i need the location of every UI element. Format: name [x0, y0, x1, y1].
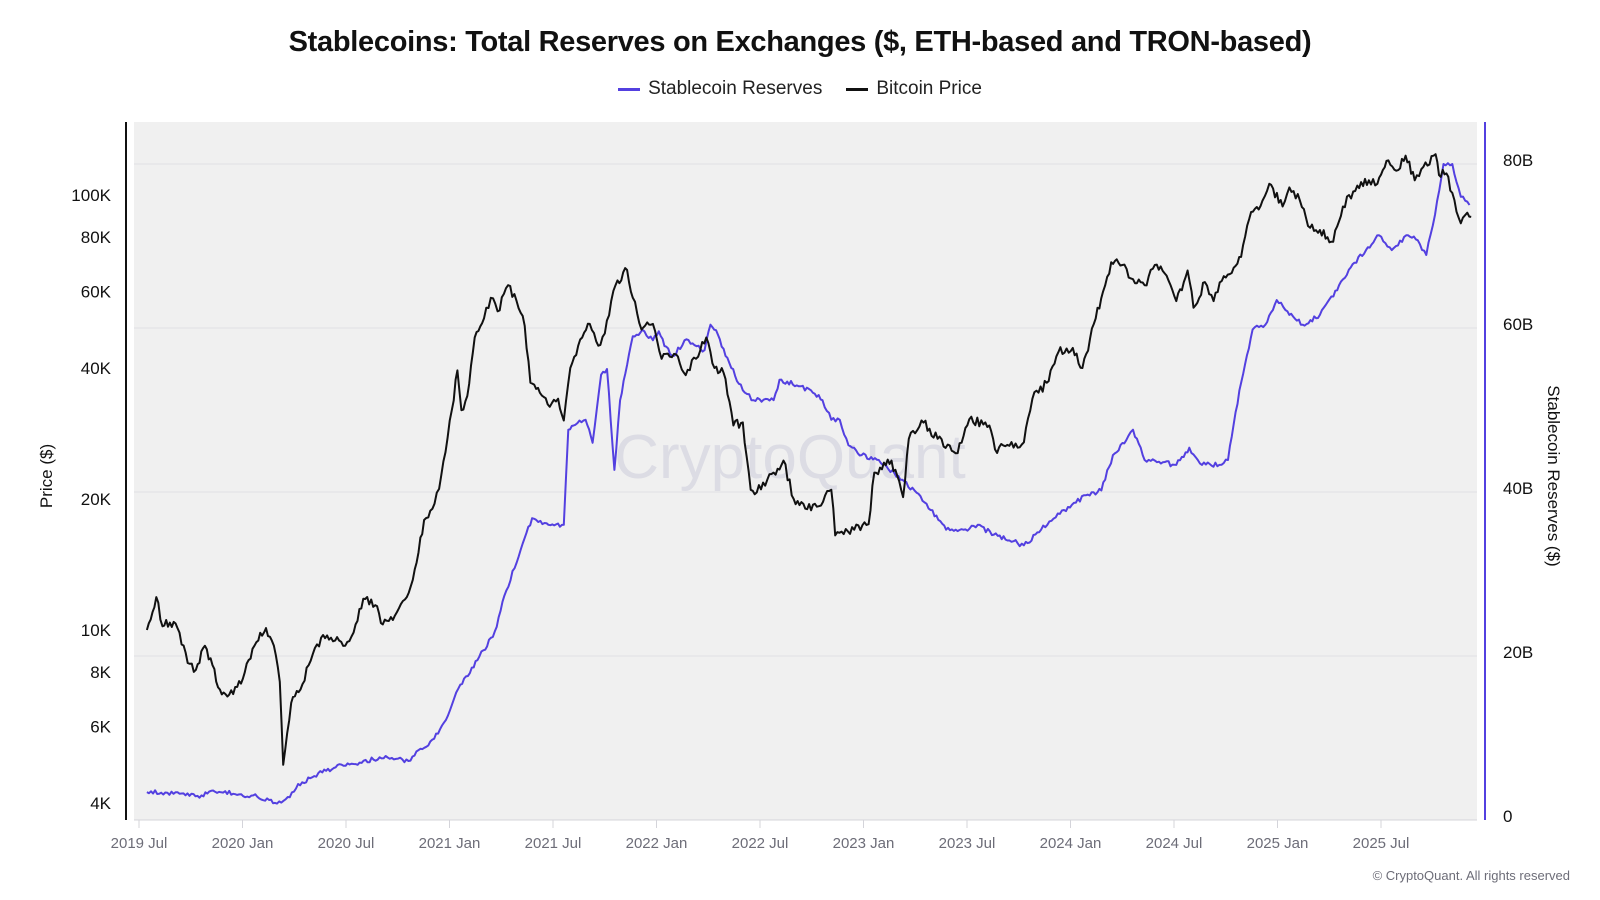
- left-axis-label: Price ($): [37, 444, 56, 508]
- x-axis-ticks: 2019 Jul 2020 Jan 2020 Jul 2021 Jan 2021 Jul…: [111, 820, 1410, 852]
- left-tick-label: 60K: [81, 282, 112, 301]
- series-group: [145, 153, 1472, 805]
- plot-area[interactable]: [134, 122, 1477, 820]
- left-tick-label: 4K: [90, 794, 111, 813]
- right-tick-label: 20B: [1503, 643, 1533, 662]
- right-tick-label: 40B: [1503, 479, 1533, 498]
- right-axis-ticks: 0 20B 40B 60B 80B: [1503, 151, 1533, 826]
- legend: Stablecoin Reserves Bitcoin Price: [0, 78, 1600, 100]
- left-tick-label: 8K: [90, 663, 111, 682]
- legend-label: Stablecoin Reserves: [648, 78, 823, 99]
- x-tick-label: 2023 Jan: [833, 835, 895, 852]
- left-tick-label: 100K: [71, 186, 111, 205]
- x-tick-label: 2020 Jan: [212, 835, 274, 852]
- stablecoin-reserves-line[interactable]: [146, 162, 1471, 805]
- left-tick-label: 20K: [81, 490, 112, 509]
- right-axis-label: Stablecoin Reserves ($): [1544, 385, 1563, 566]
- x-tick-label: 2024 Jan: [1040, 835, 1102, 852]
- x-tick-label: 2025 Jul: [1353, 835, 1410, 852]
- x-tick-label: 2021 Jan: [419, 835, 481, 852]
- right-tick-label: 0: [1503, 807, 1512, 826]
- x-tick-label: 2025 Jan: [1247, 835, 1309, 852]
- legend-swatch-bitcoin-icon: [846, 87, 869, 91]
- right-tick-label: 80B: [1503, 151, 1533, 170]
- right-tick-label: 60B: [1503, 315, 1533, 334]
- x-tick-label: 2024 Jul: [1146, 835, 1203, 852]
- legend-item-bitcoin-price[interactable]: Bitcoin Price: [846, 78, 982, 100]
- chart-title: Stablecoins: Total Reserves on Exchanges…: [288, 26, 1312, 58]
- x-tick-label: 2022 Jan: [626, 835, 688, 852]
- legend-swatch-stablecoin-icon: [618, 87, 641, 91]
- legend-item-stablecoin-reserves[interactable]: Stablecoin Reserves: [618, 78, 822, 100]
- left-tick-label: 40K: [81, 359, 112, 378]
- x-tick-label: 2020 Jul: [318, 835, 375, 852]
- x-tick-label: 2021 Jul: [525, 835, 582, 852]
- left-tick-label: 10K: [81, 621, 112, 640]
- copyright-notice: © CryptoQuant. All rights reserved: [1372, 868, 1570, 883]
- left-axis-ticks: 4K 6K 8K 10K 20K 40K 60K 80K 100K: [71, 186, 111, 813]
- legend-label: Bitcoin Price: [876, 78, 982, 99]
- left-tick-label: 6K: [90, 718, 111, 737]
- bitcoin-price-line[interactable]: [145, 153, 1472, 766]
- x-tick-label: 2023 Jul: [939, 835, 996, 852]
- x-tick-label: 2019 Jul: [111, 835, 168, 852]
- left-tick-label: 80K: [81, 228, 112, 247]
- x-tick-label: 2022 Jul: [732, 835, 789, 852]
